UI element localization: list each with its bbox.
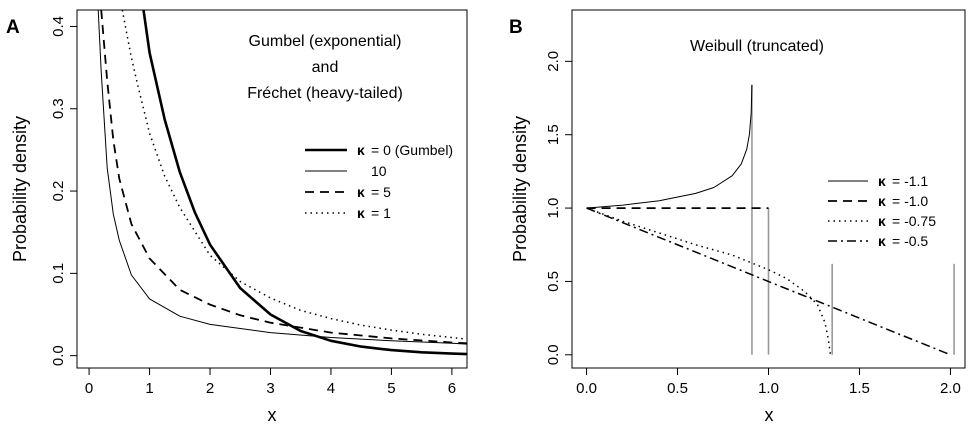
panel-a-y-tick-label: 0.4 (50, 16, 67, 37)
panel-a-legend-label-2: = 5 (371, 184, 391, 200)
panel-a-y-axis-title: Probability density (10, 116, 30, 262)
panel-a-annotation-line1: Gumbel (exponential) (249, 33, 402, 50)
panel-b-legend-label-3: = -0.5 (892, 233, 928, 249)
panel-a-series-line-1 (97, 10, 467, 345)
panel-a-series-line-3 (121, 10, 467, 340)
panel-b-x-tick-label: 0.0 (576, 380, 597, 397)
panel-a-y-tick-label: 0.0 (50, 345, 67, 366)
panel-b-legend-label-1: = -1.0 (892, 193, 928, 209)
panel-b-y-tick-label: 1.5 (545, 124, 562, 145)
panel-a-y-axis: 0.0 0.1 0.2 0.3 0.4 (50, 16, 77, 366)
panel-a-annotation-line3: Fréchet (heavy-tailed) (247, 85, 403, 102)
panel-b-x-tick-label: 2.0 (940, 380, 961, 397)
panel-b-legend-label-2: = -0.75 (892, 213, 936, 229)
panel-a-y-tick-label: 0.2 (50, 181, 67, 202)
panel-a-y-tick-label: 0.1 (50, 263, 67, 284)
panel-b-y-tick-label: 2.0 (545, 51, 562, 72)
panel-b-legend-symbol-1: κ (878, 193, 886, 209)
panel-b-legend-label-0: = -1.1 (892, 173, 928, 189)
panel-b-series (586, 84, 951, 356)
panel-a-y-tick-label: 0.3 (50, 98, 67, 119)
panel-a-legend-symbol-3: κ (357, 205, 365, 221)
panel-b-x-tick-label: 0.5 (667, 380, 688, 397)
panel-a-legend-label-3: = 1 (371, 205, 391, 221)
panel-a-x-tick-label: 2 (206, 380, 214, 397)
panel-b-x-tick-label: 1.0 (758, 380, 779, 397)
panel-a-frame (76, 9, 468, 369)
panel-a-series-line-2 (100, 10, 467, 345)
panel-b: B 0.0 0.5 1.0 1.5 2.0 0.0 0.5 1.0 1.5 2.0 x Prob… (509, 9, 966, 425)
panel-a-x-tick-label: 0 (85, 380, 93, 397)
panel-b-legend-symbol-2: κ (878, 213, 886, 229)
panel-b-y-axis-title: Probability density (510, 116, 530, 262)
panel-a-annotation-line2: and (312, 59, 339, 76)
panel-b-series-line-2 (586, 207, 832, 355)
panel-b-legend-symbol-3: κ (878, 233, 886, 249)
panel-a-legend-symbol-0: κ (357, 142, 365, 158)
panel-b-legend-symbol-0: κ (878, 173, 886, 189)
panel-b-x-axis-title: x (765, 405, 774, 425)
panel-a-series-line-0 (142, 10, 467, 356)
panel-a-x-tick-label: 3 (266, 380, 274, 397)
panel-a-series (97, 10, 467, 356)
panel-a-legend-symbol-2: κ (357, 184, 365, 200)
panel-b-x-axis: 0.0 0.5 1.0 1.5 2.0 (576, 368, 961, 397)
panel-b-series-line-3 (586, 207, 951, 356)
panel-a-legend: κ = 0 (Gumbel) 10 κ = 5 κ = 1 (305, 142, 453, 221)
panel-a-legend-label-1: 10 (371, 163, 387, 179)
panel-a-letter: A (6, 17, 20, 38)
panel-a: A 0.0 0.1 0.2 0.3 0.4 0 1 2 3 4 5 6 x Probability … (6, 9, 468, 425)
panel-b-x-tick-label: 1.5 (849, 380, 870, 397)
panel-a-x-axis-title: x (268, 405, 277, 425)
panel-b-y-tick-label: 0.0 (545, 344, 562, 365)
panel-a-x-tick-label: 5 (387, 380, 395, 397)
panel-b-y-tick-label: 0.5 (545, 271, 562, 292)
panel-a-x-tick-label: 6 (448, 380, 456, 397)
panel-b-y-tick-label: 1.0 (545, 198, 562, 219)
panel-b-y-axis: 0.0 0.5 1.0 1.5 2.0 (545, 51, 572, 365)
panel-a-legend-label-0: = 0 (Gumbel) (371, 142, 453, 158)
panel-b-legend: κ = -1.1 κ = -1.0 κ = -0.75 κ = -0.5 (828, 173, 936, 249)
panel-b-annotation: Weibull (truncated) (690, 38, 824, 55)
panel-a-x-axis: 0 1 2 3 4 5 6 (85, 368, 456, 397)
panel-b-series-line-0 (586, 84, 753, 209)
panel-b-letter: B (509, 17, 523, 38)
panel-a-x-tick-label: 1 (145, 380, 153, 397)
panel-a-x-tick-label: 4 (327, 380, 335, 397)
